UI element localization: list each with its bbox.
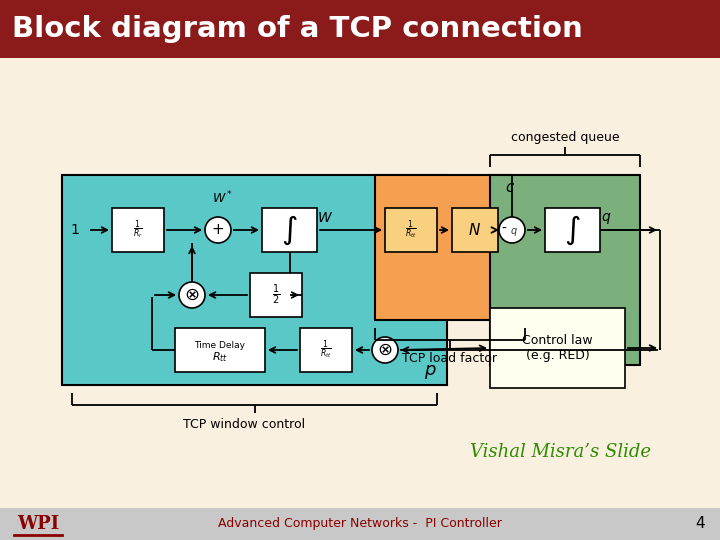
Text: $\frac{1}{R_{tt}}$: $\frac{1}{R_{tt}}$ [320,339,332,361]
Bar [545,208,600,252]
Text: WPI: WPI [17,515,59,533]
Text: 1: 1 [71,223,79,237]
Text: $\int$: $\int$ [564,213,581,247]
Text: $\frac{1}{2}$: $\frac{1}{2}$ [272,283,280,307]
Bar [175,328,265,372]
Bar [375,175,510,320]
Bar [262,208,317,252]
Text: -: - [502,222,506,236]
Bar [250,273,302,317]
Text: Time Delay: Time Delay [194,341,246,349]
Bar [0,508,720,540]
Bar [452,208,498,252]
Text: $\frac{1}{R_r}$: $\frac{1}{R_r}$ [133,219,143,241]
Text: Block diagram of a TCP connection: Block diagram of a TCP connection [12,15,582,43]
Text: $\frac{1}{R_{tt}}$: $\frac{1}{R_{tt}}$ [405,219,417,241]
Text: $q$: $q$ [601,211,611,226]
Text: $p$: $p$ [423,363,436,381]
Bar [0,0,720,58]
Circle shape [179,282,205,308]
Text: Control law
(e.g. RED): Control law (e.g. RED) [522,334,593,362]
Text: congested queue: congested queue [510,131,619,144]
Text: TCP window control: TCP window control [184,418,305,431]
Text: $\otimes$: $\otimes$ [184,286,199,304]
Bar [112,208,164,252]
Text: $c$: $c$ [505,180,515,195]
Text: $W$: $W$ [317,211,333,225]
Text: TCP load factor: TCP load factor [402,352,498,365]
Bar [62,175,447,385]
Text: Vishal Misra’s Slide: Vishal Misra’s Slide [469,443,650,461]
Text: $N$: $N$ [469,222,482,238]
Bar [490,308,625,388]
Text: $\otimes$: $\otimes$ [377,341,392,359]
Text: $W^*$: $W^*$ [212,190,233,206]
Text: $\int$: $\int$ [282,213,298,247]
Text: Advanced Computer Networks -  PI Controller: Advanced Computer Networks - PI Controll… [218,517,502,530]
Circle shape [372,337,398,363]
Bar [385,208,437,252]
Text: 4: 4 [696,516,705,531]
Circle shape [205,217,231,243]
Text: +: + [212,221,225,237]
Bar [490,175,640,365]
Text: $q$: $q$ [510,226,518,238]
Bar [300,328,352,372]
Text: $R_{tt}$: $R_{tt}$ [212,350,228,364]
Circle shape [499,217,525,243]
